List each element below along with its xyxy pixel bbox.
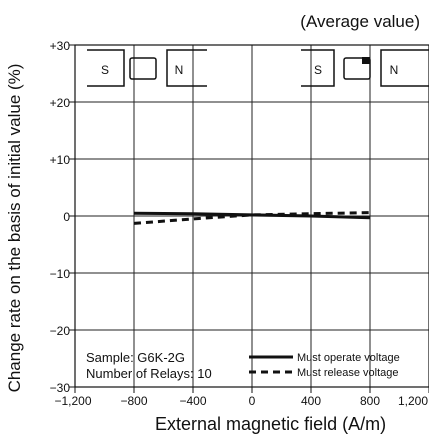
x-tick-label: 0 xyxy=(249,394,256,408)
y-axis-label: Change rate on the basis of initial valu… xyxy=(5,64,24,393)
x-tick-label: −800 xyxy=(120,394,147,408)
series-line-must-release xyxy=(133,211,371,225)
n-pole-bracket xyxy=(380,49,429,87)
magnet-diagram-right: S N xyxy=(301,49,429,87)
sample-annotation: Sample: G6K-2G xyxy=(86,350,185,365)
relays-annotation: Number of Relays: 10 xyxy=(86,366,212,381)
n-pole-label: N xyxy=(390,63,399,77)
x-tick-label: 400 xyxy=(301,394,321,408)
chart-title: (Average value) xyxy=(300,12,420,31)
x-tick-labels: −1,200 −800 −400 0 400 800 1,200 xyxy=(54,387,429,408)
y-axis-label-text: Change rate on the basis of initial valu… xyxy=(5,64,24,393)
x-axis-label: External magnetic field (A/m) xyxy=(155,414,386,434)
legend: Must operate voltage Must release voltag… xyxy=(249,352,400,379)
relay-icon xyxy=(129,57,157,80)
legend-label-operate: Must operate voltage xyxy=(297,352,400,364)
grid xyxy=(75,45,429,387)
y-tick-label: −10 xyxy=(50,267,71,281)
y-tick-label: −30 xyxy=(50,381,71,395)
y-tick-labels: −30 −20 −10 0 +10 +20 +30 xyxy=(50,39,75,395)
x-tick-label: 1,200 xyxy=(398,394,428,408)
s-pole-bracket xyxy=(301,49,335,87)
y-tick-label: +20 xyxy=(50,96,71,110)
series-line-must-operate xyxy=(133,211,371,220)
y-tick-label: +30 xyxy=(50,39,71,53)
s-pole-label: S xyxy=(101,63,109,77)
relay-icon xyxy=(343,57,371,80)
legend-label-release: Must release voltage xyxy=(297,367,399,379)
y-tick-label: 0 xyxy=(63,210,70,224)
n-pole-bracket xyxy=(166,49,207,87)
x-tick-label: −400 xyxy=(179,394,206,408)
y-tick-label: +10 xyxy=(50,153,71,167)
s-pole-bracket xyxy=(87,49,125,87)
n-pole-label: N xyxy=(175,63,184,77)
x-tick-label: −1,200 xyxy=(54,394,91,408)
magnet-diagram-left: S N xyxy=(87,49,207,87)
y-tick-label: −20 xyxy=(50,324,71,338)
relay-armature-mark xyxy=(362,57,370,64)
series xyxy=(133,211,371,225)
s-pole-label: S xyxy=(314,63,322,77)
x-tick-label: 800 xyxy=(360,394,380,408)
